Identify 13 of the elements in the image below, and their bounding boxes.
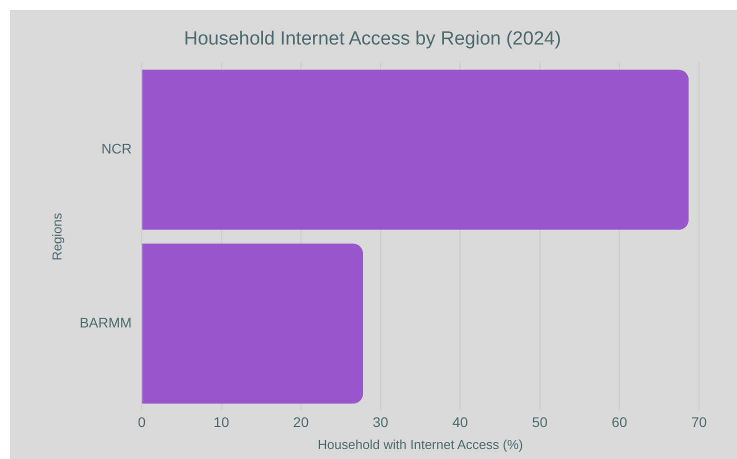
x-tick-label: 60 — [612, 414, 628, 430]
x-tick-label: 30 — [372, 414, 389, 430]
x-tick-label: 10 — [214, 414, 230, 430]
y-tick-label: BARMM — [80, 314, 132, 331]
x-tick-label: 50 — [532, 414, 548, 430]
x-tick-label: 70 — [691, 414, 707, 430]
x-tick-label: 40 — [452, 414, 468, 430]
y-axis-title: Regions — [49, 212, 64, 261]
x-tick-label: 20 — [293, 414, 309, 430]
x-axis-title: Household with Internet Access (%) — [318, 436, 523, 452]
x-tick-label: 0 — [138, 414, 146, 430]
y-tick-label: NCR — [101, 140, 132, 157]
chart-title: Household Internet Access by Region (2024) — [184, 28, 562, 50]
